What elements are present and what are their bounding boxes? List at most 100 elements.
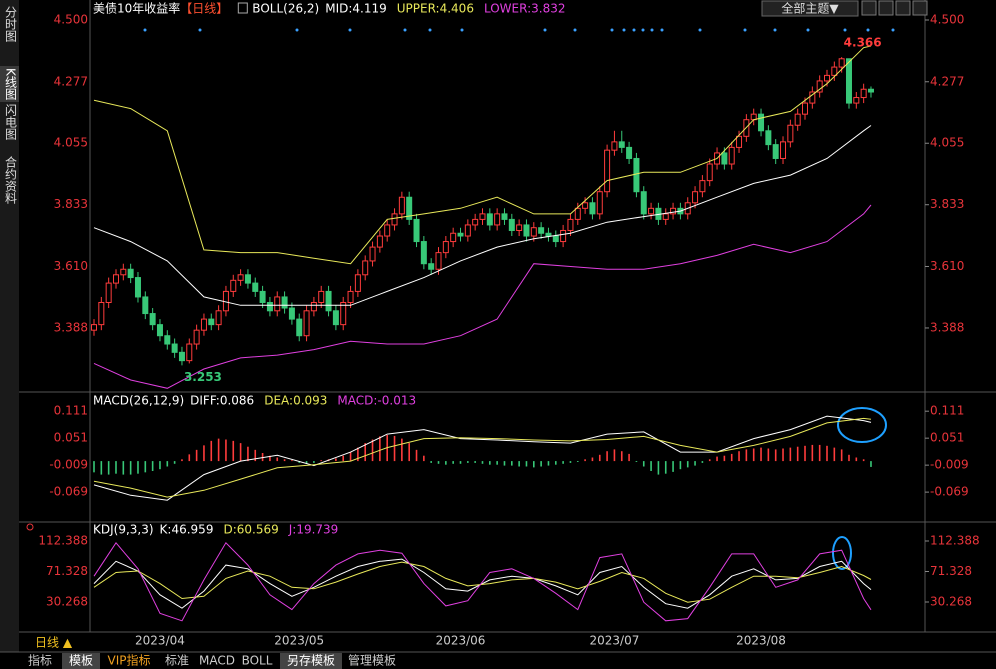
signal-dot (143, 28, 147, 32)
signal-dot (573, 28, 577, 32)
candle-body (604, 149, 611, 193)
side-tab[interactable]: K线图 (4, 68, 18, 100)
candle-body (376, 235, 383, 248)
signal-dot (773, 28, 777, 32)
signal-dot (660, 28, 664, 32)
signal-dot (806, 28, 810, 32)
theme-select[interactable] (761, 0, 859, 17)
signal-dot (543, 28, 547, 32)
candle-body (633, 157, 640, 193)
x-tick-label: 2023/04 (135, 634, 185, 648)
candle-body (120, 268, 127, 276)
candle-body (310, 301, 317, 312)
candle-body (105, 282, 112, 303)
footer-tab[interactable]: BOLL (242, 654, 273, 668)
candle-body (164, 335, 171, 345)
candle-body (640, 191, 647, 215)
signal-dot (403, 28, 407, 32)
footer-tab[interactable]: 管理模板 (348, 653, 396, 668)
candle-body (171, 343, 178, 353)
highlight-circle (837, 407, 887, 443)
y-tick-label: 3.610 (54, 259, 88, 273)
candle-body (560, 229, 567, 243)
legend-text: UPPER:4.406 (397, 2, 474, 16)
footer-tab[interactable]: 指标 (28, 653, 52, 668)
side-tab[interactable]: 合约资料 (4, 155, 18, 204)
candle-body (362, 260, 369, 276)
candle-body (296, 318, 303, 337)
candle-body (721, 152, 728, 165)
candle-body (530, 227, 537, 237)
signal-dot (641, 28, 645, 32)
candle-body (802, 102, 809, 115)
candle-body (149, 313, 156, 326)
y-tick-label: 4.055 (54, 136, 88, 150)
highlight-circle (832, 536, 852, 570)
x-tick-label: 2023/08 (736, 634, 786, 648)
candle-body (91, 324, 97, 331)
signal-dots (143, 28, 895, 32)
y-tick-label: 112.388 (930, 533, 980, 547)
active-tab-bg (280, 653, 342, 669)
y-tick-label: 3.610 (930, 259, 964, 273)
annotation: 3.253 (184, 370, 222, 384)
side-tab[interactable]: 分时图 (4, 6, 18, 42)
indicator-title: KDJ(9,3,3) (93, 523, 154, 537)
candle-body (567, 218, 574, 231)
candle-body (406, 196, 413, 220)
candle-body (670, 207, 677, 215)
zoom-button[interactable] (878, 0, 894, 16)
candle-body (325, 290, 332, 312)
signal-dot (348, 28, 352, 32)
candle-body (787, 124, 794, 143)
legend-text: DEA:0.093 (264, 394, 327, 408)
candle-body (552, 235, 559, 243)
active-tab-bg (0, 66, 19, 102)
zoom-button[interactable] (912, 0, 928, 16)
legend-text: MID:4.119 (325, 2, 387, 16)
y-tick-label: 4.500 (54, 13, 88, 27)
indicator-line (93, 125, 872, 306)
footer-tab[interactable]: 模板 (69, 654, 93, 668)
footer-tab[interactable]: VIP指标 (108, 653, 151, 668)
candle-body (860, 88, 867, 99)
candle-body (391, 213, 398, 226)
candle-body (611, 141, 618, 151)
candle-body (516, 224, 523, 231)
candle-body (259, 290, 266, 303)
footer-tab[interactable]: MACD (199, 654, 235, 668)
indicator-line (93, 204, 872, 389)
footer-tab[interactable]: 另存模板 (287, 654, 335, 668)
x-tick-label: 2023/06 (436, 634, 486, 648)
candle-body (736, 135, 743, 148)
x-tick-label: 2023/05 (274, 634, 324, 648)
y-tick-label: 4.277 (930, 74, 964, 88)
y-tick-label: 3.388 (54, 320, 88, 334)
candle-body (340, 301, 347, 326)
candle-body (208, 318, 215, 326)
panel-icon[interactable] (26, 523, 34, 531)
candle-body (112, 274, 119, 284)
theme-select-label[interactable]: 全部主题▼ (781, 1, 839, 16)
period-switch[interactable]: 日线 ▲ (35, 636, 73, 650)
candle-body (464, 224, 471, 237)
y-tick-label: -0.009 (49, 458, 88, 472)
candle-body (442, 241, 449, 254)
candle-body (772, 144, 779, 159)
candle-body (728, 146, 735, 165)
candle-body (281, 296, 288, 309)
candle-body (200, 318, 207, 331)
footer-tab[interactable]: 标准 (165, 654, 189, 668)
annotation: 4.366 (844, 36, 882, 50)
signal-dot (891, 28, 895, 32)
candle-body (178, 351, 185, 362)
indicator-line (93, 541, 872, 622)
signal-dot (866, 28, 870, 32)
side-tab[interactable]: 闪电图 (4, 104, 18, 140)
candle-body (809, 91, 816, 104)
zoom-button[interactable] (861, 0, 877, 16)
zoom-button[interactable] (895, 0, 911, 16)
candle-body (692, 191, 699, 204)
candle-body (354, 274, 361, 292)
candle-body (501, 213, 508, 220)
